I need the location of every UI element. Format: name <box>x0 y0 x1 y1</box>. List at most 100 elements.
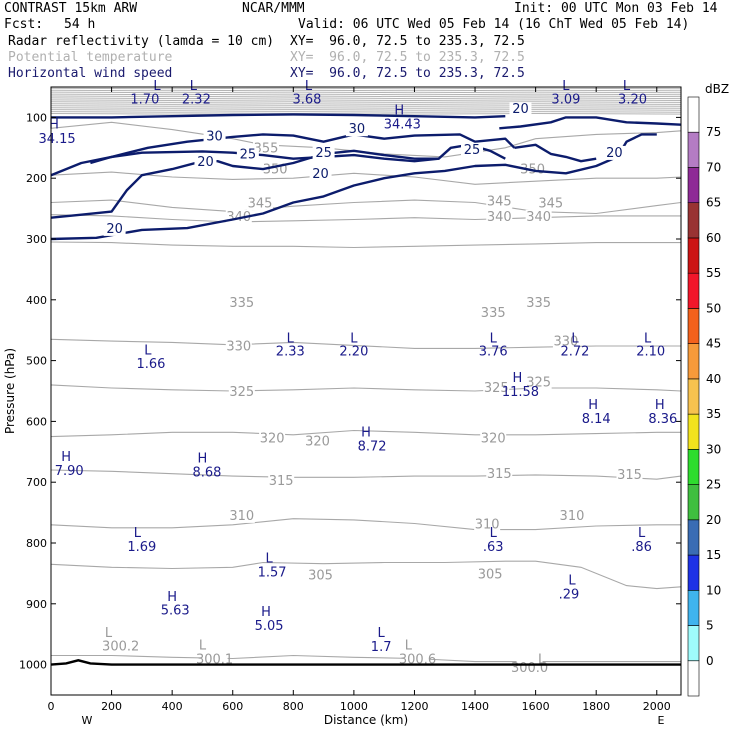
field-theta: Potential temperature <box>8 50 173 65</box>
wind-high-marker: H <box>167 590 177 605</box>
x-axis-title: Distance (km) <box>324 713 408 727</box>
wind-label-bg <box>345 122 368 137</box>
theta-line-345 <box>50 199 682 215</box>
field-wind-xy: XY= 96.0, 72.5 to 235.3, 72.5 <box>290 66 525 81</box>
colorbar-swatch <box>687 554 700 591</box>
colorbar-level-label: 25 <box>706 478 721 492</box>
theta-label-bg <box>486 209 513 224</box>
fcst-value: 54 h <box>64 17 96 32</box>
theta-label-bg <box>304 434 331 449</box>
theta-label: 335 <box>526 296 551 311</box>
wind-label-bg <box>236 147 259 162</box>
theta-label-bg <box>246 196 273 211</box>
valid-time: Valid: 06 UTC Wed 05 Feb 14 (16 ChT Wed … <box>298 17 690 32</box>
center-title: NCAR/MMM <box>242 1 305 16</box>
wind-extremum-value: 1.69 <box>127 540 156 555</box>
theta-label: 355 <box>254 142 279 157</box>
theta-band-line <box>50 89 682 92</box>
wind-extremum-value: .29 <box>559 587 580 602</box>
wind-extremum-value: 8.36 <box>648 412 677 427</box>
theta-label-bg <box>259 431 286 446</box>
colorbar-swatch <box>687 272 700 309</box>
theta-label-bg <box>228 384 255 399</box>
wind-line-30 <box>50 133 516 177</box>
theta-band-line <box>50 111 682 113</box>
colorbar-swatch <box>687 308 700 344</box>
wind-high-marker: H <box>513 371 523 386</box>
theta-line-310 <box>50 518 681 531</box>
theta-band-line <box>50 93 682 96</box>
field-reflectivity: Radar reflectivity (lamda = 10 cm) <box>8 34 275 49</box>
wind-label-bg <box>461 142 484 157</box>
wind-extremum-value: 2.32 <box>182 92 211 107</box>
colorbar-level-label: 35 <box>706 407 721 421</box>
theta-label: 335 <box>229 296 254 311</box>
field-theta-xy: XY= 96.0, 72.5 to 235.3, 72.5 <box>290 50 525 65</box>
wind-label: 20 <box>606 146 623 161</box>
wind-label: 20 <box>512 102 529 117</box>
wind-label: 20 <box>106 222 123 237</box>
x-tick-label: 800 <box>283 700 304 713</box>
colorbar-swatch <box>687 343 700 380</box>
x-tick-label: 1400 <box>461 700 489 713</box>
y-tick-label: 800 <box>26 537 47 550</box>
x-tick-label: 200 <box>101 700 122 713</box>
theta-label-bg <box>404 652 431 667</box>
wind-extremum-value: 3.20 <box>618 92 647 107</box>
theta-label: 305 <box>308 568 333 583</box>
x-tick-label: 1600 <box>522 700 550 713</box>
theta-label-bg <box>480 305 507 320</box>
wind-label-bg <box>312 145 335 160</box>
colorbar-swatch <box>687 413 700 450</box>
wind-line-20 <box>50 133 657 241</box>
wind-low-marker: L <box>350 331 358 346</box>
theta-band-line <box>50 95 682 98</box>
wind-high-marker: H <box>361 426 371 441</box>
y-tick-label: 300 <box>26 233 47 246</box>
wind-low-marker: L <box>287 331 295 346</box>
colorbar-level-label: 40 <box>706 372 721 386</box>
wind-label: 25 <box>315 146 332 161</box>
colorbar-level-label: 50 <box>706 301 721 315</box>
x-end-right: E <box>658 714 665 727</box>
wind-high-marker: H <box>588 398 598 413</box>
wind-line-25 <box>90 143 506 165</box>
theta-label-bg <box>525 375 552 390</box>
colorbar-level-label: 60 <box>706 231 721 245</box>
wind-label-bg <box>103 221 126 236</box>
theta-label: 345 <box>538 196 563 211</box>
x-tick-label: 1200 <box>400 700 428 713</box>
theta-label-bg <box>268 474 295 489</box>
wind-extremum-value: 1.66 <box>136 357 165 372</box>
y-tick-label: 100 <box>26 111 47 124</box>
theta-label: 340 <box>526 210 551 225</box>
colorbar-swatch <box>687 589 700 626</box>
field-wind: Horizontal wind speed <box>8 66 173 81</box>
wind-label: 30 <box>206 130 223 145</box>
y-axis-title: Pressure (hPa) <box>3 348 17 434</box>
theta-label-bg <box>225 339 252 354</box>
theta-label: 340 <box>487 210 512 225</box>
theta-label: 345 <box>487 195 512 210</box>
theta-upper-band <box>50 87 682 115</box>
theta-label-bg <box>558 508 585 523</box>
theta-label: 325 <box>484 381 509 396</box>
theta-label-bg <box>201 652 228 667</box>
y-tick-label: 700 <box>26 476 47 489</box>
wind-label: 25 <box>464 143 481 158</box>
theta-label-bg <box>474 517 501 532</box>
theta-low-marker: L <box>405 638 413 653</box>
theta-line-335 <box>50 241 681 249</box>
wind-extremum-value: 5.05 <box>255 619 284 634</box>
theta-line-340 <box>50 214 681 223</box>
theta-label-bg <box>477 567 504 582</box>
terrain-line <box>50 659 681 666</box>
theta-line-300 <box>51 654 681 663</box>
x-tick-label: 1000 <box>340 700 368 713</box>
theta-label: 320 <box>305 435 330 450</box>
theta-band-line <box>50 112 682 115</box>
wind-line-20 <box>514 143 597 163</box>
wind-extremum-value: 1.70 <box>130 92 159 107</box>
fcst-label: Fcst: <box>4 17 44 32</box>
wind-high-marker: H <box>394 103 404 118</box>
